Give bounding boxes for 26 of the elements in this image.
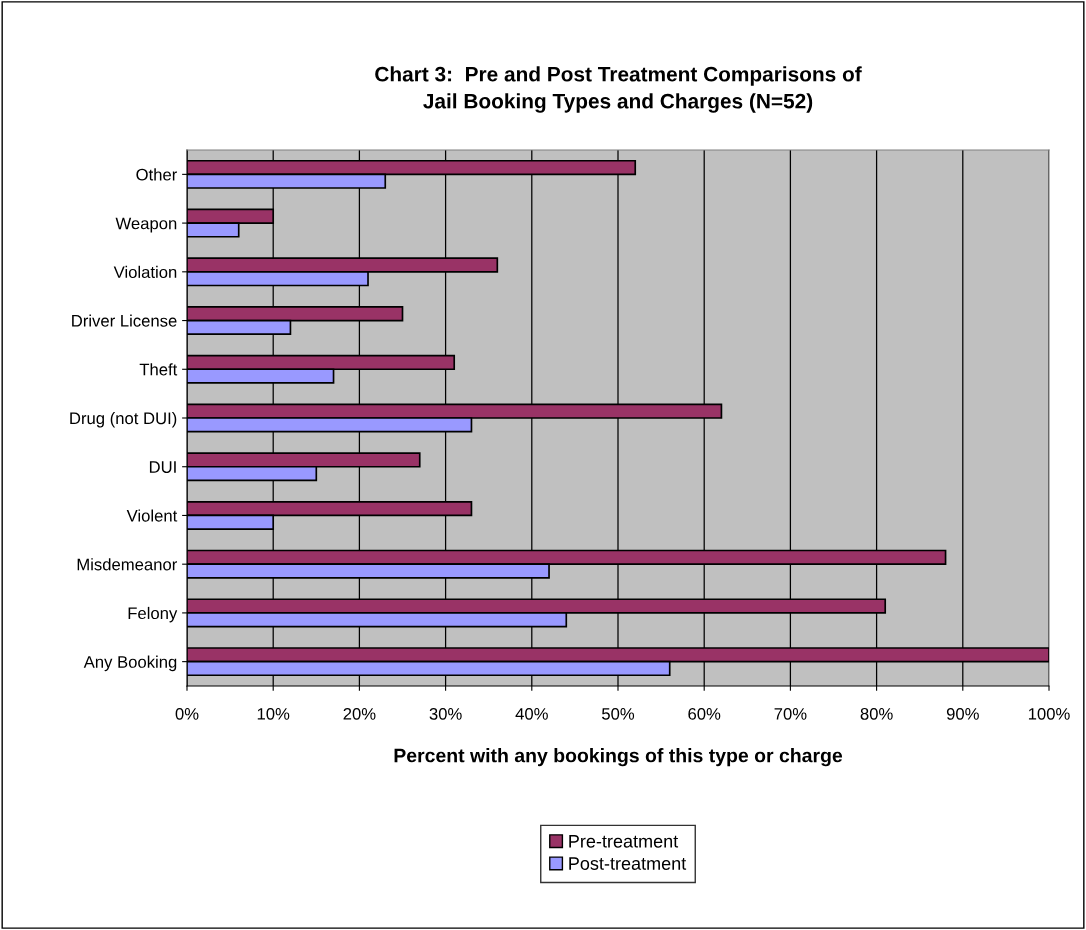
x-tick-label: 100% [1028, 707, 1070, 720]
y-tick-label: Other [136, 168, 177, 181]
legend-label: Post-treatment [569, 857, 687, 870]
y-tick-label: Violation [113, 265, 177, 279]
x-tick-label: 90% [946, 707, 979, 720]
y-tick-label: DUI [149, 461, 176, 473]
y-tick-label: Driver License [72, 314, 177, 327]
x-tick-label: 40% [515, 707, 548, 720]
y-tick-label: Felony [128, 606, 178, 623]
x-tick-label: 30% [429, 707, 462, 720]
x-tick-label: 50% [601, 707, 635, 720]
x-tick-label: 70% [774, 707, 807, 720]
x-tick-label: 20% [343, 707, 376, 720]
x-axis-title: Percent with any bookings of this type or charge [394, 748, 843, 767]
x-tick-label: 0% [175, 707, 199, 720]
y-tick-label: Weapon [115, 217, 177, 233]
x-tick-label: 60% [688, 707, 721, 720]
y-tick-label: Violent [126, 509, 178, 522]
x-tick-label: 10% [257, 707, 290, 720]
legend-label: Pre-treatment [569, 835, 679, 848]
y-tick-label: Any Booking [83, 655, 177, 672]
x-tick-label: 80% [860, 707, 893, 720]
y-tick-label: Drug (not DUI) [70, 411, 177, 428]
chart-title: Chart 3: Pre and Post Treatment Comparisons of Jail Booking Types and Charges (N=52) [375, 66, 862, 113]
y-tick-label: Theft [139, 363, 178, 376]
y-tick-label: Misdemeanor [77, 558, 178, 571]
